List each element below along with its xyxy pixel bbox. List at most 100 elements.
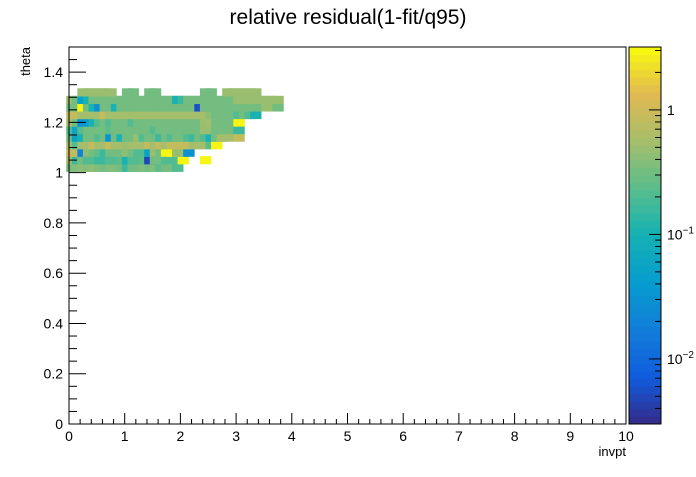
colorbar-segment xyxy=(629,182,661,191)
colorbar-segment xyxy=(629,152,661,161)
colorbar-segment xyxy=(629,273,661,282)
heatmap-cell xyxy=(261,103,273,112)
colorbar-segment xyxy=(629,160,661,169)
y-tick-label: 1.4 xyxy=(44,64,64,80)
colorbar-segment xyxy=(629,250,661,259)
heatmap-cell xyxy=(205,88,217,97)
colorbar-segment xyxy=(629,325,661,334)
colorbar-segment xyxy=(629,378,661,387)
y-tick-label: 1.2 xyxy=(44,114,64,130)
y-tick-label: 0.4 xyxy=(44,315,64,331)
colorbar-segment xyxy=(629,107,661,116)
heatmap-cell xyxy=(250,103,262,112)
colorbar-segment xyxy=(629,371,661,380)
colorbar-frame xyxy=(628,46,662,425)
heatmap-cell xyxy=(233,133,245,142)
colorbar-segment xyxy=(629,348,661,357)
colorbar-segment xyxy=(629,401,661,410)
heatmap-cell xyxy=(105,88,117,97)
colorbar-segment xyxy=(629,265,661,274)
chart-title: relative residual(1-fit/q95) xyxy=(230,6,467,29)
y-tick-label: 0 xyxy=(55,416,63,432)
y-tick-label: 1 xyxy=(55,165,63,181)
colorbar-segment xyxy=(629,167,661,176)
colorbar-segment xyxy=(629,197,661,206)
x-tick-label: 0 xyxy=(65,428,73,444)
colorbar-segment xyxy=(629,137,661,146)
colorbar-segment xyxy=(629,114,661,123)
y-tick-label: 0.2 xyxy=(44,366,64,382)
colorbar-segment xyxy=(629,220,661,229)
colorbar-segment xyxy=(629,386,661,395)
heatmap-cell xyxy=(211,141,223,150)
colorbar-segment xyxy=(629,47,661,55)
colorbar-segment xyxy=(629,408,661,417)
colorbar-segment xyxy=(629,122,661,131)
colorbar-segment xyxy=(629,227,661,236)
colorbar-segment xyxy=(629,175,661,184)
colorbar-segment xyxy=(629,416,661,425)
heatmap-cell xyxy=(233,125,245,135)
heatmap-cell xyxy=(250,110,262,120)
colorbar-segment xyxy=(629,258,661,267)
colorbar-segment xyxy=(629,363,661,372)
x-tick-label: 2 xyxy=(177,428,185,444)
y-axis: 0 0.2 0.4 0.6 0.8 1 1.2 1.4 xyxy=(44,59,86,432)
x-tick-label: 10 xyxy=(618,428,634,444)
x-tick-label: 6 xyxy=(399,428,407,444)
x-tick-label: 8 xyxy=(511,428,519,444)
heatmap-cell xyxy=(233,118,245,127)
colorbar-tick-label: 1 xyxy=(667,102,675,118)
colorbar-segment xyxy=(629,310,661,319)
colorbar-segment xyxy=(629,145,661,153)
x-tick-label: 9 xyxy=(566,428,574,444)
heatmap-cell xyxy=(149,88,162,97)
colorbar-segment xyxy=(629,303,661,312)
colorbar-segment xyxy=(629,205,661,214)
heatmap-cell xyxy=(272,103,284,112)
x-tick-label: 7 xyxy=(455,428,463,444)
x-tick-label: 1 xyxy=(121,428,129,444)
colorbar-segment xyxy=(629,129,661,138)
heatmap-cells xyxy=(66,88,284,172)
colorbar-segment xyxy=(629,54,661,63)
y-tick-label: 0.8 xyxy=(44,215,64,231)
heatmap-cell xyxy=(172,163,184,172)
heatmap-cell xyxy=(166,156,178,165)
x-tick-label: 4 xyxy=(288,428,296,444)
heatmap-cell xyxy=(222,133,234,142)
colorbar-segment xyxy=(629,84,661,93)
colorbar-segment xyxy=(629,318,661,327)
colorbar-segment xyxy=(629,280,661,289)
heatmap-cell xyxy=(199,156,212,165)
heatmap-cell xyxy=(250,88,262,97)
colorbar-segment xyxy=(629,243,661,251)
colorbar-segment xyxy=(629,77,661,86)
color-scale-bar xyxy=(629,47,661,425)
x-tick-label: 5 xyxy=(344,428,352,444)
colorbar-segment xyxy=(629,341,661,349)
colorbar-segment xyxy=(629,356,661,365)
heatmap-cell xyxy=(272,95,284,105)
colorbar-segment xyxy=(629,393,661,402)
y-axis-label: theta xyxy=(18,46,33,76)
colorbar-segment xyxy=(629,99,661,108)
x-tick-label: 3 xyxy=(232,428,240,444)
colorbar-segment xyxy=(629,333,661,342)
colorbar-segment xyxy=(629,295,661,304)
x-axis-label: invpt xyxy=(599,444,627,459)
heatmap-cell xyxy=(222,125,234,135)
x-axis: 0 1 2 3 4 5 6 7 8 9 10 xyxy=(65,413,634,444)
colorbar-segment xyxy=(629,190,661,199)
colorbar-segment xyxy=(629,62,661,71)
colorbar-segment xyxy=(629,235,661,244)
y-tick-label: 0.6 xyxy=(44,265,64,281)
heatmap-cell xyxy=(183,148,195,157)
colorbar-segment xyxy=(629,69,661,78)
colorbar-segment xyxy=(629,212,661,221)
heatmap-cell xyxy=(177,156,190,165)
heatmap-cell xyxy=(127,88,139,97)
colorbar-segment xyxy=(629,92,661,101)
